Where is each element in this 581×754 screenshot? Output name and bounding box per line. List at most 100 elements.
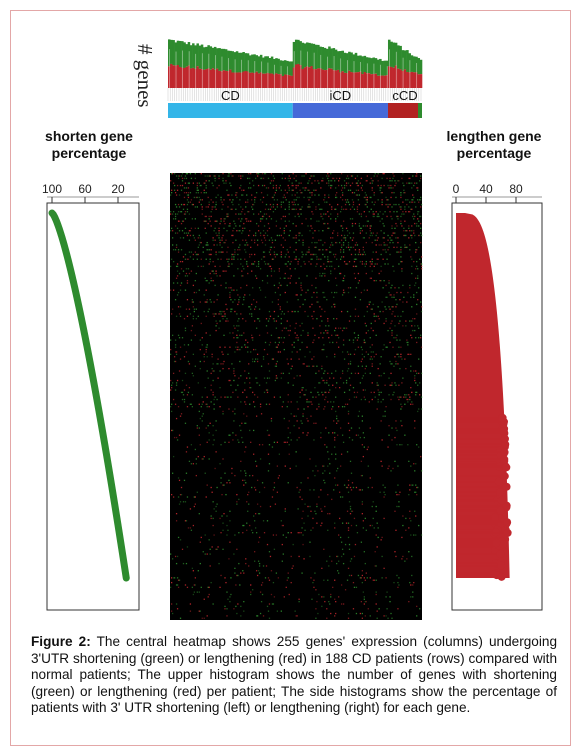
heatmap-cell-shortening	[343, 180, 346, 182]
heatmap-cell-shortening	[239, 296, 241, 298]
heatmap-cell-lengthening	[298, 598, 300, 600]
heatmap-cell-lengthening	[271, 241, 274, 244]
heatmap-cell-shortening	[248, 306, 250, 308]
heatmap-cell-lengthening	[230, 173, 232, 175]
heatmap-cell-lengthening	[374, 565, 376, 567]
right-panel-title-line1: lengthen gene	[447, 128, 542, 144]
heatmap-cell-shortening	[334, 432, 336, 434]
heatmap-cell-shortening	[249, 313, 251, 315]
top-histogram-lengthening-bar	[354, 72, 358, 88]
heatmap-cell-shortening	[399, 320, 401, 322]
heatmap-cell-shortening	[219, 239, 221, 241]
heatmap-cell-lengthening	[410, 386, 412, 389]
heatmap-cell-shortening	[372, 303, 374, 306]
heatmap-cell-shortening	[328, 194, 330, 196]
heatmap-cell-shortening	[408, 493, 410, 496]
heatmap-cell-shortening	[207, 310, 209, 313]
heatmap-cell-shortening	[417, 384, 419, 386]
heatmap-cell-lengthening	[184, 211, 187, 213]
heatmap-cell-lengthening	[404, 358, 406, 360]
heatmap-cell-shortening	[263, 260, 266, 263]
heatmap-cell-lengthening	[346, 403, 349, 405]
heatmap-cell-shortening	[254, 406, 256, 408]
heatmap-cell-shortening	[418, 225, 420, 227]
heatmap-cell-shortening	[399, 367, 401, 370]
heatmap-cell-shortening	[346, 451, 349, 453]
heatmap-cell-shortening	[377, 527, 379, 529]
heatmap-cell-lengthening	[275, 534, 278, 536]
heatmap-cell-lengthening	[227, 194, 229, 196]
heatmap-cell-lengthening	[242, 479, 244, 482]
heatmap-cell-shortening	[373, 215, 375, 218]
heatmap-cell-lengthening	[270, 275, 273, 277]
top-histogram-gap	[182, 50, 183, 88]
heatmap-cell-shortening	[297, 299, 299, 301]
heatmap-cell-shortening	[398, 203, 400, 206]
heatmap-cell-shortening	[347, 201, 350, 203]
heatmap-cell-lengthening	[205, 315, 207, 317]
heatmap-cell-lengthening	[413, 581, 415, 584]
heatmap-cell-shortening	[326, 382, 328, 384]
heatmap-cell-shortening	[275, 346, 278, 348]
heatmap-cell-shortening	[216, 548, 218, 550]
heatmap-cell-lengthening	[208, 406, 210, 408]
heatmap-cell-shortening	[273, 320, 276, 322]
heatmap-cell-lengthening	[338, 420, 340, 422]
heatmap-cell-shortening	[353, 396, 356, 398]
heatmap-cell-lengthening	[406, 182, 408, 184]
heatmap-cell-lengthening	[196, 184, 198, 187]
heatmap-cell-shortening	[276, 234, 279, 237]
heatmap-cell-shortening	[400, 403, 402, 405]
heatmap-cell-lengthening	[383, 173, 385, 175]
heatmap-cell-shortening	[202, 251, 204, 253]
heatmap-cell-lengthening	[293, 201, 295, 203]
heatmap-cell-shortening	[212, 184, 214, 187]
heatmap-cell-shortening	[198, 244, 200, 246]
heatmap-cell-lengthening	[280, 372, 282, 375]
heatmap-cell-lengthening	[320, 187, 322, 189]
top-histogram-shortening-bar	[268, 57, 272, 74]
heatmap-cell-shortening	[379, 491, 381, 493]
heatmap-cell-lengthening	[400, 249, 402, 251]
heatmap-cell-shortening	[177, 496, 180, 498]
heatmap-cell-shortening	[262, 520, 265, 522]
heatmap-cell-shortening	[344, 239, 347, 241]
heatmap-cell-shortening	[218, 562, 220, 565]
heatmap-cell-lengthening	[376, 408, 378, 410]
right-panel-lollipop-dot	[496, 488, 505, 497]
heatmap-cell-lengthening	[170, 610, 173, 612]
heatmap-cell-lengthening	[303, 558, 305, 560]
heatmap-cell-shortening	[319, 275, 321, 277]
heatmap-cell-lengthening	[282, 215, 284, 218]
heatmap-cell-lengthening	[315, 277, 317, 279]
heatmap-cell-shortening	[329, 246, 331, 249]
heatmap-cell-lengthening	[254, 486, 256, 489]
heatmap-cell-shortening	[322, 472, 324, 474]
heatmap-cell-lengthening	[208, 263, 210, 265]
heatmap-cell-shortening	[232, 203, 234, 206]
heatmap-cell-lengthening	[335, 612, 337, 615]
heatmap-cell-shortening	[310, 258, 312, 260]
heatmap-cell-shortening	[283, 417, 285, 420]
heatmap-cell-shortening	[363, 596, 365, 598]
heatmap-cell-shortening	[287, 260, 289, 263]
heatmap-cell-shortening	[399, 339, 401, 341]
heatmap-cell-lengthening	[268, 227, 271, 229]
heatmap-cell-shortening	[195, 458, 197, 460]
heatmap-cell-shortening	[177, 249, 180, 251]
heatmap-cell-shortening	[311, 598, 313, 600]
heatmap-cell-lengthening	[252, 391, 254, 394]
heatmap-cell-shortening	[329, 472, 331, 474]
heatmap-cell-lengthening	[304, 310, 306, 313]
heatmap-cell-shortening	[330, 596, 332, 598]
heatmap-cell-lengthening	[296, 294, 298, 296]
heatmap-cell-shortening	[177, 334, 180, 336]
heatmap-cell-shortening	[241, 194, 243, 196]
heatmap-cell-lengthening	[212, 370, 214, 372]
heatmap-cell-shortening	[197, 265, 199, 268]
heatmap-cell-shortening	[327, 260, 329, 263]
heatmap-cell-shortening	[339, 536, 342, 539]
heatmap-cell-lengthening	[421, 265, 423, 268]
top-histogram-lengthening-bar	[216, 68, 219, 88]
heatmap-cell-lengthening	[320, 265, 322, 268]
